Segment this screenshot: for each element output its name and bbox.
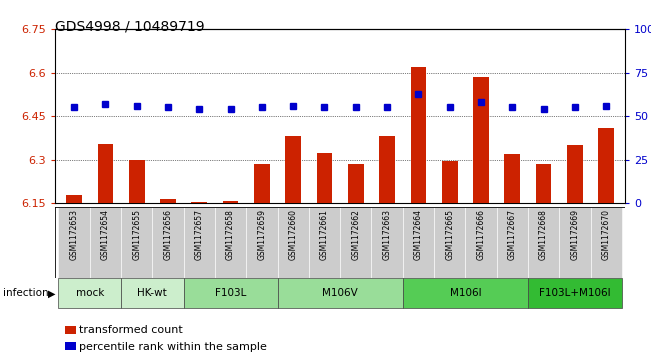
Text: HK-wt: HK-wt — [137, 288, 167, 298]
Bar — [559, 207, 590, 278]
Bar — [598, 128, 614, 203]
Bar — [66, 195, 82, 203]
Text: GSM1172663: GSM1172663 — [383, 209, 392, 260]
Text: GSM1172657: GSM1172657 — [195, 209, 204, 260]
Bar — [434, 207, 465, 278]
Bar — [184, 207, 215, 278]
Text: M106I: M106I — [450, 288, 481, 298]
Bar — [191, 202, 207, 203]
Text: GSM1172670: GSM1172670 — [602, 209, 611, 260]
Bar — [442, 162, 458, 203]
Bar — [348, 164, 364, 203]
Bar — [528, 278, 622, 308]
Text: transformed count: transformed count — [79, 325, 183, 335]
Bar — [254, 164, 270, 203]
Bar — [121, 207, 152, 278]
Bar — [340, 207, 372, 278]
Bar — [403, 278, 528, 308]
Text: ▶: ▶ — [48, 288, 55, 298]
Bar — [465, 207, 497, 278]
Text: GSM1172655: GSM1172655 — [132, 209, 141, 260]
Text: GSM1172665: GSM1172665 — [445, 209, 454, 260]
Bar — [403, 207, 434, 278]
Text: mock: mock — [76, 288, 104, 298]
Bar — [372, 207, 403, 278]
Bar — [473, 77, 489, 203]
Bar — [160, 199, 176, 203]
Bar — [152, 207, 184, 278]
Bar — [536, 164, 551, 203]
Text: GSM1172662: GSM1172662 — [352, 209, 360, 260]
Bar — [59, 278, 121, 308]
Text: GSM1172668: GSM1172668 — [539, 209, 548, 260]
Text: GSM1172654: GSM1172654 — [101, 209, 110, 260]
Bar — [65, 326, 76, 334]
Bar — [277, 278, 403, 308]
Bar — [98, 144, 113, 203]
Text: F103L: F103L — [215, 288, 246, 298]
Text: GSM1172667: GSM1172667 — [508, 209, 517, 260]
Text: GSM1172659: GSM1172659 — [257, 209, 266, 260]
Text: GSM1172666: GSM1172666 — [477, 209, 486, 260]
Bar — [497, 207, 528, 278]
Bar — [246, 207, 277, 278]
Text: infection: infection — [3, 288, 49, 298]
Bar — [121, 278, 184, 308]
Bar — [65, 342, 76, 350]
Bar — [309, 207, 340, 278]
Text: M106V: M106V — [322, 288, 358, 298]
Bar — [184, 278, 277, 308]
Text: GSM1172661: GSM1172661 — [320, 209, 329, 260]
Text: GDS4998 / 10489719: GDS4998 / 10489719 — [55, 20, 205, 34]
Bar — [316, 153, 332, 203]
Bar — [59, 207, 90, 278]
Text: percentile rank within the sample: percentile rank within the sample — [79, 342, 268, 352]
Bar — [567, 144, 583, 203]
Bar — [411, 67, 426, 203]
Text: GSM1172653: GSM1172653 — [70, 209, 79, 260]
Bar — [380, 136, 395, 203]
Bar — [590, 207, 622, 278]
Text: GSM1172669: GSM1172669 — [570, 209, 579, 260]
Bar — [505, 155, 520, 203]
Text: GSM1172656: GSM1172656 — [163, 209, 173, 260]
Text: GSM1172664: GSM1172664 — [414, 209, 423, 260]
Bar — [129, 160, 145, 203]
Bar — [223, 201, 238, 203]
Bar — [90, 207, 121, 278]
Text: GSM1172660: GSM1172660 — [288, 209, 298, 260]
Bar — [528, 207, 559, 278]
Bar — [277, 207, 309, 278]
Bar — [215, 207, 246, 278]
Bar — [285, 136, 301, 203]
Text: GSM1172658: GSM1172658 — [226, 209, 235, 260]
Text: F103L+M106I: F103L+M106I — [539, 288, 611, 298]
